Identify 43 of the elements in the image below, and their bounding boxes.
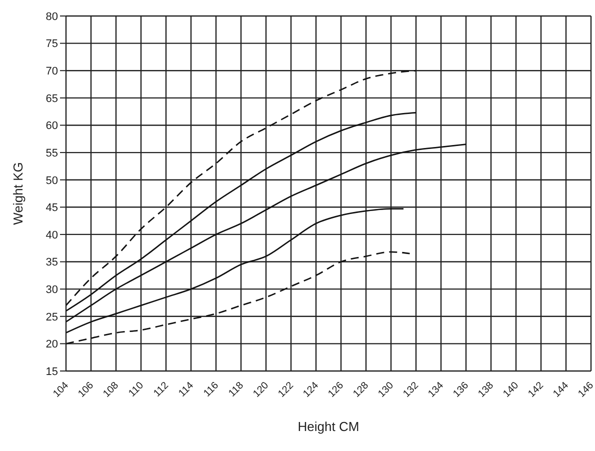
y-tick-label: 80 xyxy=(46,10,58,23)
x-tick-label: 120 xyxy=(251,380,272,400)
x-tick-label: 126 xyxy=(326,380,346,400)
y-axis-title: Weight KG xyxy=(10,162,26,225)
x-tick-label: 130 xyxy=(376,380,396,400)
x-tick-label: 116 xyxy=(202,380,222,400)
x-tick-label: 128 xyxy=(351,380,372,400)
y-tick-label: 55 xyxy=(46,147,58,160)
x-tick-label: 144 xyxy=(551,380,572,400)
x-tick-label: 110 xyxy=(126,380,146,400)
x-tick-label: 136 xyxy=(451,380,472,400)
y-tick-label: 60 xyxy=(46,120,58,132)
y-tick-label: 75 xyxy=(46,38,58,50)
x-tick-label: 104 xyxy=(51,380,72,400)
line-series xyxy=(66,70,417,306)
x-tick-label: 108 xyxy=(101,380,122,400)
x-tick-label: 118 xyxy=(226,380,246,400)
line-series xyxy=(66,144,467,323)
x-tick-label: 114 xyxy=(176,380,196,400)
x-tick-label: 146 xyxy=(576,380,595,400)
x-tick-label: 124 xyxy=(301,380,322,400)
line-series xyxy=(66,208,404,334)
y-tick-label: 40 xyxy=(46,229,58,242)
line-series xyxy=(66,112,417,312)
y-tick-label: 30 xyxy=(46,284,58,296)
x-tick-label: 138 xyxy=(476,380,496,400)
x-tick-label: 140 xyxy=(501,380,522,400)
y-tick-label: 50 xyxy=(46,174,58,187)
x-tick-label: 112 xyxy=(152,380,172,400)
y-tick-label: 25 xyxy=(46,311,58,324)
x-tick-label: 132 xyxy=(401,380,422,400)
x-tick-label: 134 xyxy=(426,380,446,400)
y-tick-label: 70 xyxy=(46,66,58,78)
x-tick-label: 122 xyxy=(276,380,296,400)
x-tick-label: 106 xyxy=(76,380,96,400)
y-tick-label: 15 xyxy=(46,366,58,378)
y-tick-label: 45 xyxy=(46,202,58,214)
y-tick-label: 35 xyxy=(46,256,58,269)
y-tick-label: 20 xyxy=(46,338,58,351)
line-series xyxy=(66,251,410,344)
y-tick-label: 65 xyxy=(46,92,58,105)
x-axis-title: Height CM xyxy=(298,419,360,434)
x-tick-label: 142 xyxy=(526,380,546,400)
